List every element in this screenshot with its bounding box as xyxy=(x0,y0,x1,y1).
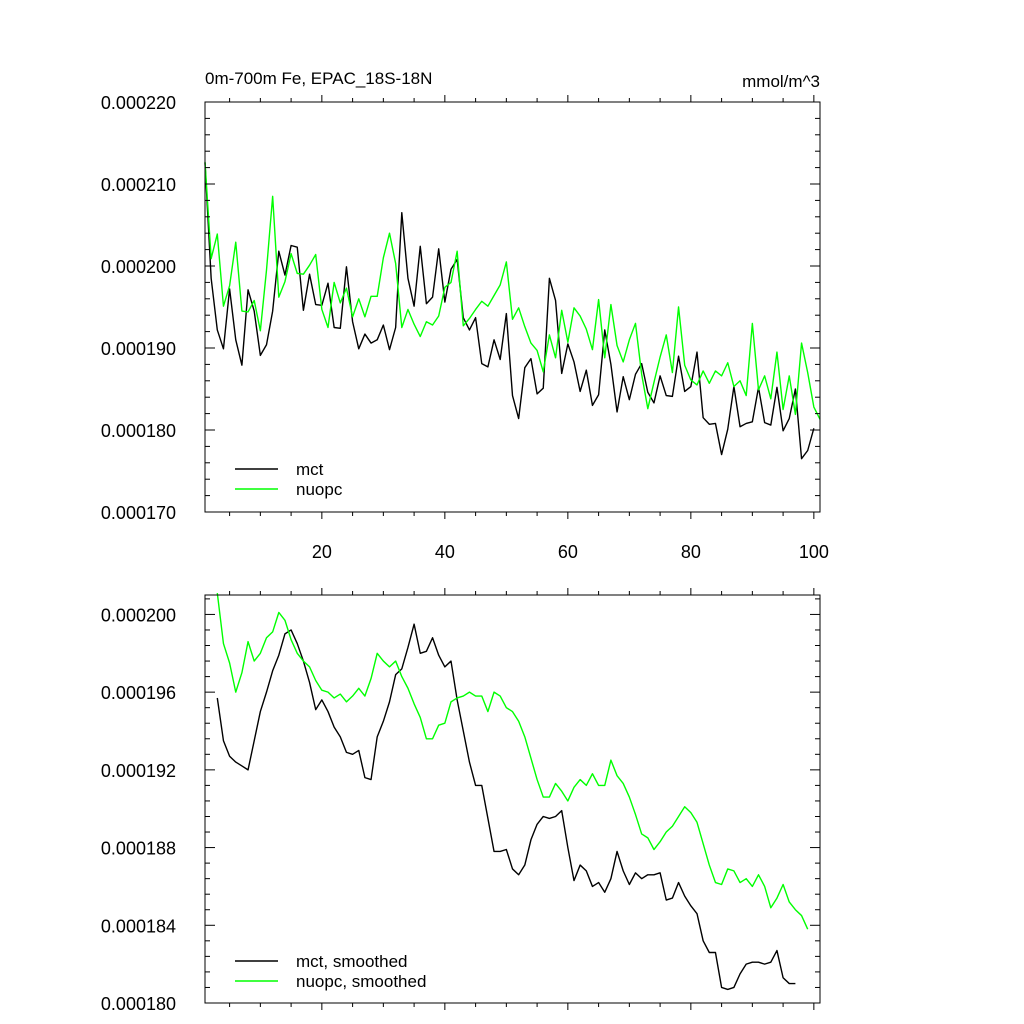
y-tick-label: 0.000192 xyxy=(101,761,176,781)
plot-frame xyxy=(204,101,821,513)
series-line-mct xyxy=(204,162,815,460)
y-tick-label: 0.000180 xyxy=(101,994,176,1014)
panel-fe-raw: 20 40 60 80 100 0.000170 0.000180 0.000190 0.000… xyxy=(101,69,829,562)
y-tick-label: 0.000200 xyxy=(101,605,176,625)
legend-label: nuopc, smoothed xyxy=(296,972,426,991)
y-tick-label: 0.000184 xyxy=(101,916,176,936)
y-tick-label: 0.000200 xyxy=(101,257,176,277)
x-tick-label: 20 xyxy=(312,542,332,562)
series-line-mct-smoothed xyxy=(216,623,796,991)
legend-label: nuopc xyxy=(296,480,343,499)
legend-label: mct xyxy=(296,460,324,479)
chart-title: 0m-700m Fe, EPAC_18S-18N xyxy=(205,69,432,88)
x-tick-label: 40 xyxy=(435,542,455,562)
x-tick-label: 60 xyxy=(558,542,578,562)
y-tick-label: 0.000190 xyxy=(101,339,176,359)
series-line-nuopc-smoothed xyxy=(216,592,809,930)
y-tick-label: 0.000210 xyxy=(101,175,176,195)
series-line-nuopc xyxy=(204,161,821,420)
x-tick-label: 100 xyxy=(799,542,829,562)
y-tick-label: 0.000180 xyxy=(101,421,176,441)
y-tick-label: 0.000220 xyxy=(101,93,176,113)
y-tick-label: 0.000170 xyxy=(101,503,176,523)
y-tick-label: 0.000188 xyxy=(101,839,176,859)
plot-frame xyxy=(204,594,821,1004)
legend-label: mct, smoothed xyxy=(296,952,408,971)
y-tick-label: 0.000196 xyxy=(101,683,176,703)
units-label: mmol/m^3 xyxy=(742,72,820,91)
panel-fe-smoothed: 0.000180 0.000184 0.000188 0.000192 0.000196… xyxy=(101,588,821,1014)
x-tick-label: 80 xyxy=(681,542,701,562)
